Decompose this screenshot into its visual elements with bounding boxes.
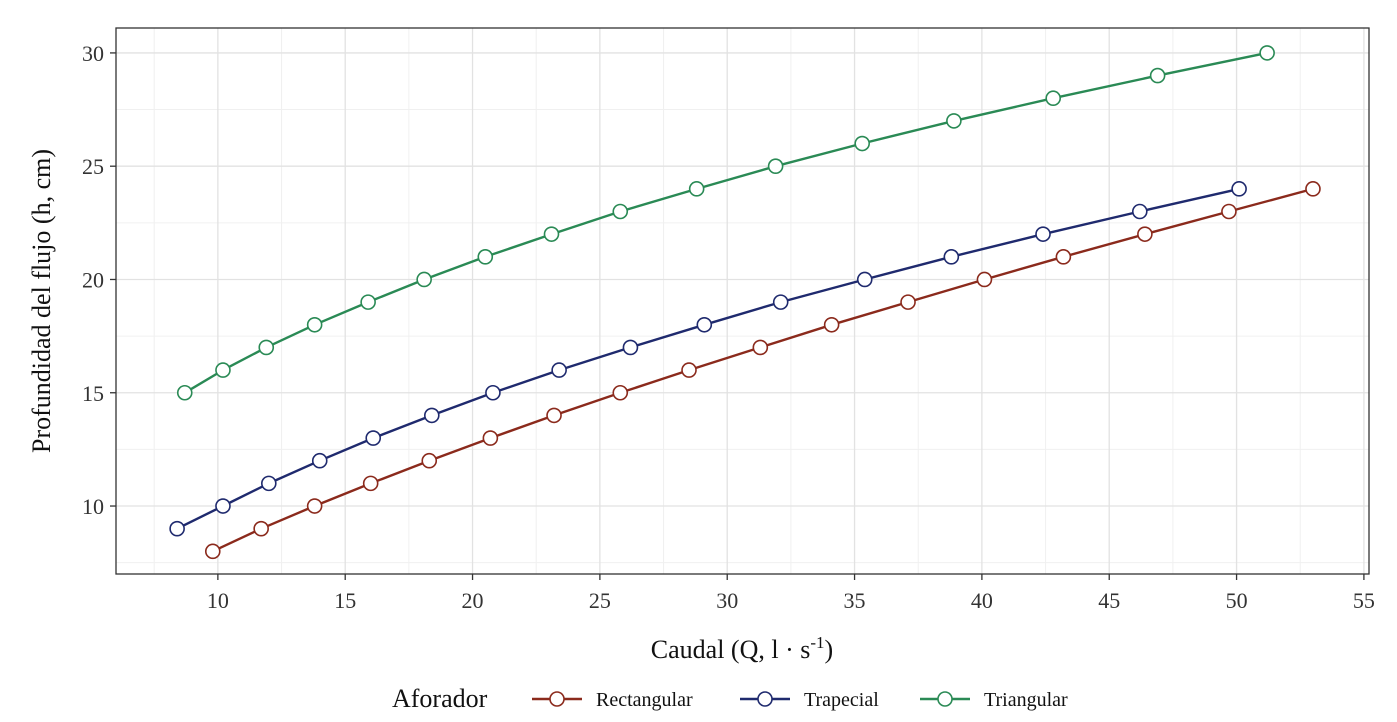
data-point bbox=[421, 452, 438, 469]
panel-border bbox=[115, 27, 1370, 575]
data-point bbox=[1149, 67, 1166, 84]
data-point bbox=[253, 520, 269, 537]
x-tick-label: 40 bbox=[971, 588, 993, 613]
data-point bbox=[1035, 226, 1051, 242]
data-point bbox=[1231, 181, 1247, 197]
data-point bbox=[856, 271, 873, 288]
x-axis-title: Caudal (Q, l · s-1) bbox=[651, 633, 833, 664]
x-axis: 10 15 20 25 30 35 40 45 50 55 bbox=[207, 574, 1375, 613]
data-point bbox=[622, 339, 639, 356]
grid-major bbox=[116, 28, 1369, 574]
data-point bbox=[423, 407, 440, 424]
data-point bbox=[752, 339, 769, 356]
data-point bbox=[258, 339, 275, 356]
data-point bbox=[612, 384, 629, 401]
data-point bbox=[311, 452, 328, 469]
x-axis-title-close: ) bbox=[825, 635, 834, 664]
y-tick-label: 30 bbox=[82, 41, 104, 66]
x-axis-title-main: Caudal (Q, l bbox=[651, 635, 779, 664]
x-tick-label: 15 bbox=[334, 588, 356, 613]
y-tick-label: 15 bbox=[82, 381, 104, 406]
data-point bbox=[204, 543, 221, 560]
x-tick-label: 10 bbox=[207, 588, 229, 613]
data-point bbox=[546, 407, 562, 424]
series-trapecial bbox=[169, 181, 1247, 537]
data-point bbox=[772, 294, 789, 310]
data-point bbox=[551, 362, 567, 378]
data-point bbox=[1221, 203, 1237, 220]
legend-item-rectangular: Rectangular bbox=[532, 689, 693, 711]
y-axis-title: Profundidad del flujo (h, cm) bbox=[27, 149, 56, 453]
series-line bbox=[176, 187, 1240, 530]
data-point bbox=[416, 271, 432, 288]
data-point bbox=[176, 384, 193, 401]
x-tick-label: 25 bbox=[589, 588, 611, 613]
data-point bbox=[362, 475, 379, 492]
data-point bbox=[261, 475, 277, 492]
x-tick-label: 35 bbox=[844, 588, 866, 613]
data-point bbox=[306, 498, 323, 514]
x-axis-title-exponent: -1 bbox=[810, 633, 824, 652]
data-point bbox=[485, 384, 501, 401]
data-point bbox=[900, 294, 916, 310]
legend-title: Aforador bbox=[392, 684, 488, 713]
x-tick-label: 30 bbox=[716, 588, 738, 613]
data-point bbox=[365, 430, 382, 446]
legend-key-marker bbox=[549, 691, 565, 707]
legend-key-marker bbox=[937, 691, 953, 707]
data-point bbox=[1055, 249, 1072, 265]
data-point bbox=[854, 135, 870, 152]
data-point bbox=[306, 316, 323, 333]
data-point bbox=[543, 226, 560, 242]
series-rectangular bbox=[204, 181, 1321, 560]
series-triangular bbox=[176, 45, 1275, 401]
data-point bbox=[1131, 203, 1148, 220]
series-layer bbox=[169, 45, 1321, 560]
legend-key-marker bbox=[757, 691, 773, 707]
data-point bbox=[943, 249, 960, 265]
data-point bbox=[1137, 226, 1153, 242]
legend-label: Trapecial bbox=[804, 689, 879, 711]
x-axis-title-unit: s bbox=[800, 635, 810, 664]
legend-item-trapecial: Trapecial bbox=[740, 689, 879, 711]
data-point bbox=[946, 113, 962, 129]
series-line bbox=[212, 187, 1314, 553]
data-point bbox=[215, 362, 231, 378]
data-point bbox=[696, 316, 713, 333]
data-point bbox=[767, 158, 784, 174]
data-point bbox=[976, 271, 993, 288]
data-point bbox=[823, 316, 840, 333]
y-tick-label: 20 bbox=[82, 267, 104, 292]
series-line bbox=[184, 51, 1268, 394]
x-tick-label: 50 bbox=[1226, 588, 1248, 613]
data-point bbox=[1305, 181, 1321, 197]
data-point bbox=[360, 294, 376, 310]
y-tick-label: 25 bbox=[82, 154, 104, 179]
x-tick-label: 55 bbox=[1353, 588, 1375, 613]
data-point bbox=[169, 520, 185, 537]
data-point bbox=[215, 498, 231, 514]
data-point bbox=[612, 203, 629, 220]
legend-label: Triangular bbox=[984, 689, 1068, 711]
data-point bbox=[688, 181, 705, 197]
grid-minor bbox=[116, 28, 1369, 574]
legend-item-triangular: Triangular bbox=[920, 689, 1068, 711]
data-point bbox=[1259, 45, 1275, 61]
y-tick-label: 10 bbox=[82, 494, 104, 519]
legend-label: Rectangular bbox=[596, 689, 693, 711]
data-point bbox=[477, 249, 494, 265]
x-tick-label: 45 bbox=[1098, 588, 1120, 613]
legend: Aforador Rectangular Trapecial Triangular bbox=[392, 684, 1068, 713]
data-point bbox=[681, 362, 697, 378]
x-axis-title-dot: · bbox=[779, 635, 801, 664]
y-axis: 10 15 20 25 30 bbox=[82, 41, 116, 519]
data-point bbox=[1045, 90, 1062, 107]
data-point bbox=[482, 430, 499, 446]
x-tick-label: 20 bbox=[462, 588, 484, 613]
